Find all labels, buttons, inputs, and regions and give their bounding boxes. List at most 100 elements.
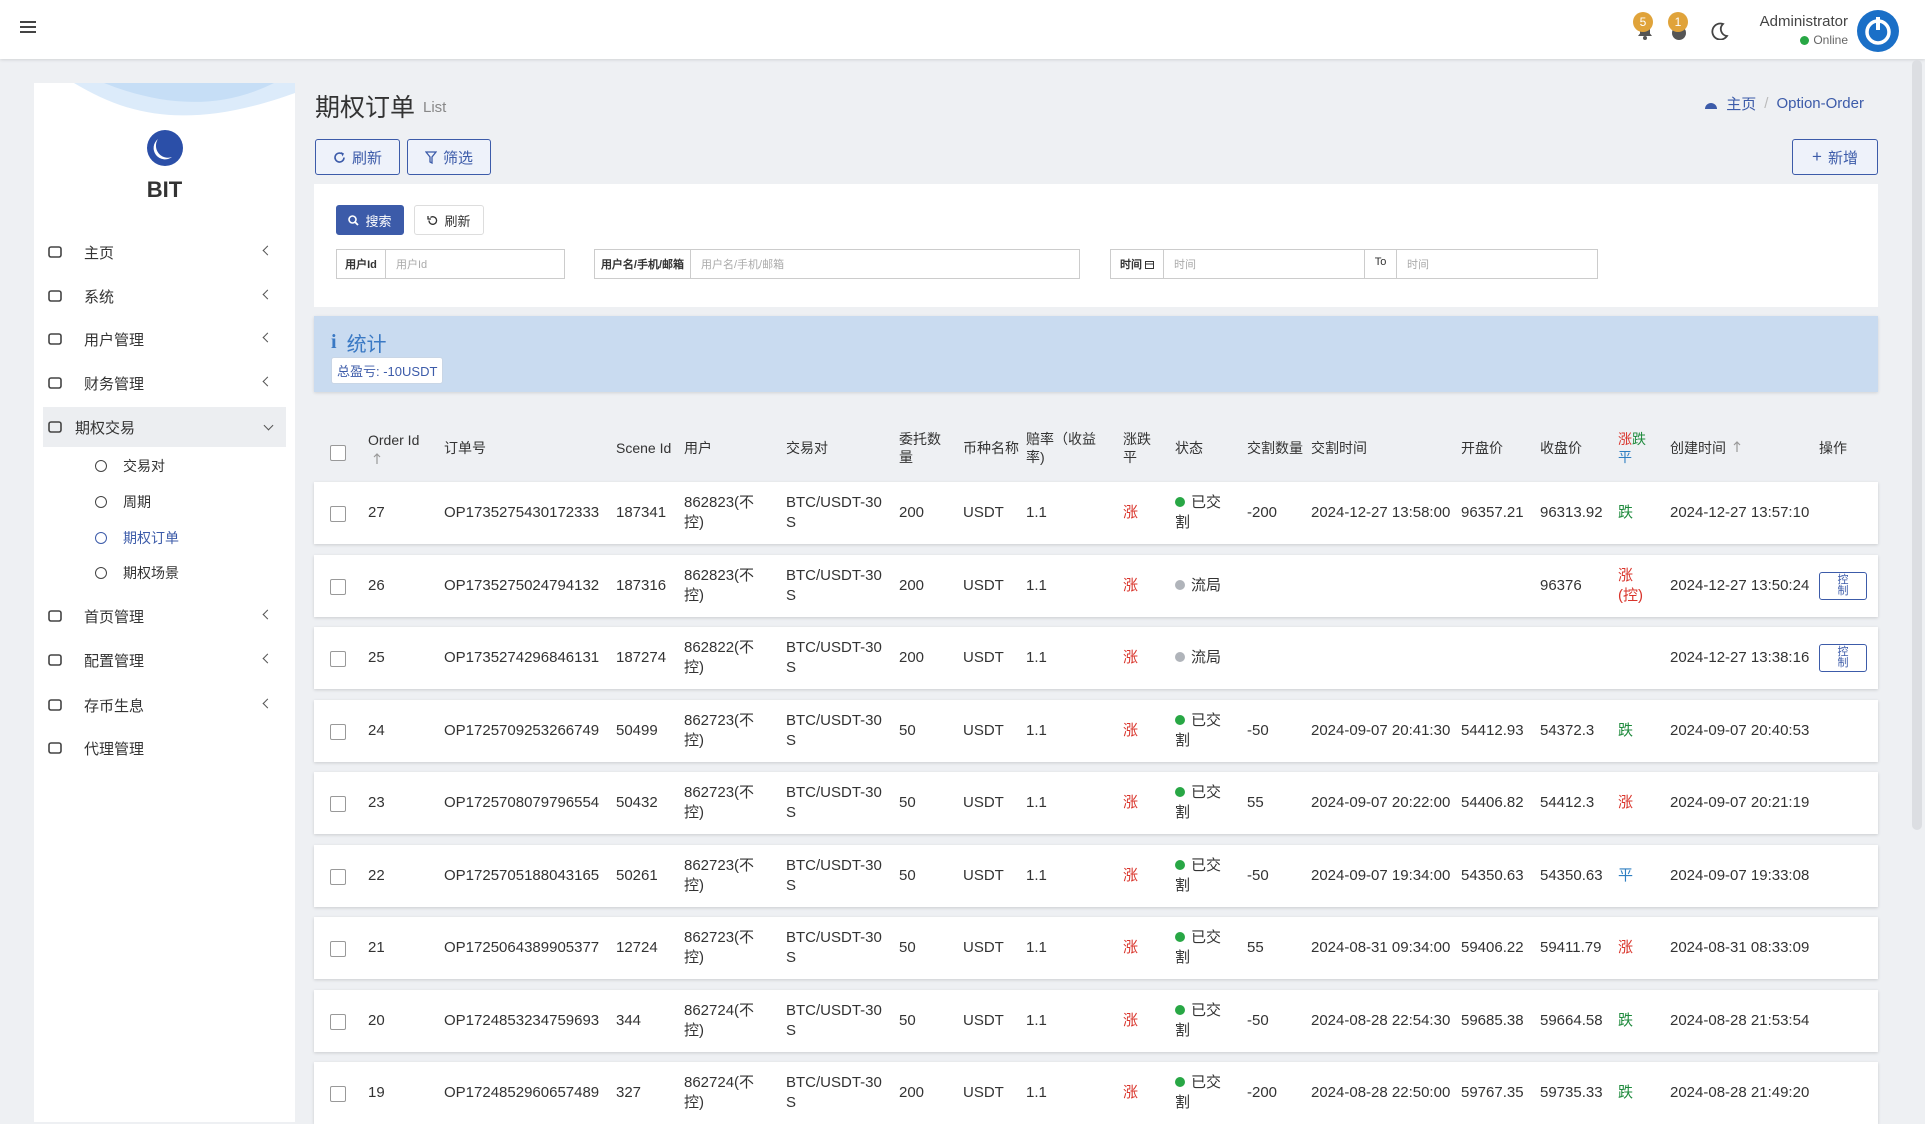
stats-total: 总盈亏: -10USDT bbox=[331, 357, 443, 384]
dashboard-icon bbox=[1704, 98, 1718, 110]
cell-text: 21 bbox=[368, 938, 385, 958]
column-header: 涨跌平 bbox=[1618, 417, 1650, 479]
submenu-item[interactable]: 交易对 bbox=[34, 446, 295, 486]
cell-text: 涨 bbox=[1123, 1011, 1138, 1031]
menu-item[interactable]: 主页 bbox=[34, 232, 295, 272]
menu-item[interactable]: 用户管理 bbox=[34, 319, 295, 359]
cell-created-at: 2024-08-28 21:53:54 bbox=[1670, 990, 1810, 1052]
status: 流局 bbox=[1175, 576, 1221, 596]
cell-text: 2024-09-07 20:40:53 bbox=[1670, 721, 1809, 741]
chevron bbox=[263, 699, 273, 709]
reset-button[interactable]: 刷新 bbox=[414, 205, 484, 235]
cell-delivery-amount: 55 bbox=[1247, 772, 1307, 834]
avatar[interactable] bbox=[1857, 10, 1899, 52]
button-text: 新增 bbox=[1828, 147, 1858, 168]
submenu-label: 周期 bbox=[123, 492, 151, 512]
column-header-part: 跌 bbox=[1632, 431, 1646, 447]
cell-direction: 涨 bbox=[1123, 482, 1155, 544]
menu-label: 存币生息 bbox=[84, 695, 144, 716]
menu-toggle[interactable] bbox=[20, 19, 36, 35]
cell-amount: 50 bbox=[899, 772, 951, 834]
user-id-input[interactable]: 用户Id bbox=[385, 249, 565, 279]
column-header: 操作 bbox=[1819, 417, 1879, 479]
cell-scene-id: 50432 bbox=[616, 772, 680, 834]
cell-text: 187316 bbox=[616, 576, 666, 596]
cell-text: 862723(不控) bbox=[684, 856, 764, 896]
menu-item[interactable]: 财务管理 bbox=[34, 363, 295, 403]
menu-icon bbox=[47, 331, 63, 347]
cell-close-price: 96313.92 bbox=[1540, 482, 1616, 544]
cell-rate: 1.1 bbox=[1026, 845, 1112, 907]
breadcrumb-current: Option-Order bbox=[1776, 95, 1864, 112]
user-name-input[interactable]: 用户名/手机/邮箱 bbox=[690, 249, 1080, 279]
column-header-label: 币种名称 bbox=[963, 440, 1019, 456]
cell-delivery-amount: 55 bbox=[1247, 917, 1307, 979]
refresh-button[interactable]: 刷新 bbox=[315, 139, 400, 175]
calendar-icon bbox=[1145, 260, 1154, 269]
cell-amount: 50 bbox=[899, 917, 951, 979]
checkbox[interactable] bbox=[330, 724, 346, 740]
cell-user: 862823(不控) bbox=[684, 482, 764, 544]
checkbox[interactable] bbox=[330, 1014, 346, 1030]
cell-result: 涨(控) bbox=[1618, 555, 1650, 617]
cell-text: BTC/USDT-30S bbox=[786, 1073, 882, 1113]
column-header-text: 涨跌平 bbox=[1618, 430, 1650, 466]
cell-rate: 1.1 bbox=[1026, 700, 1112, 762]
time-to-input[interactable]: 时间 bbox=[1396, 249, 1598, 279]
checkbox[interactable] bbox=[330, 579, 346, 595]
submenu-item[interactable]: 周期 bbox=[34, 482, 295, 522]
cell-text: BTC/USDT-30S bbox=[786, 1001, 882, 1041]
cell-amount: 200 bbox=[899, 627, 951, 689]
cell-close-price: 96376 bbox=[1540, 555, 1616, 617]
checkbox[interactable] bbox=[330, 869, 346, 885]
menu-item[interactable]: 期权交易 bbox=[43, 407, 286, 447]
menu-item[interactable]: 代理管理 bbox=[34, 728, 295, 768]
status: 已交割 bbox=[1175, 1073, 1233, 1113]
checkbox[interactable] bbox=[330, 1086, 346, 1102]
cell-text: -50 bbox=[1247, 866, 1269, 886]
cell-user: 862724(不控) bbox=[684, 1062, 764, 1124]
cell-text: 涨 bbox=[1123, 1083, 1138, 1103]
submenu-item[interactable]: 期权场景 bbox=[34, 553, 295, 593]
checkbox[interactable] bbox=[330, 941, 346, 957]
cell-user: 862823(不控) bbox=[684, 555, 764, 617]
cell-open-price: 54350.63 bbox=[1461, 845, 1537, 907]
checkbox[interactable] bbox=[330, 506, 346, 522]
search-button[interactable]: 搜索 bbox=[336, 205, 404, 235]
breadcrumb-link[interactable]: 主页 bbox=[1726, 93, 1756, 114]
control-button[interactable]: 控制 bbox=[1819, 644, 1867, 672]
checkbox[interactable] bbox=[330, 796, 346, 812]
menu-icon bbox=[47, 697, 63, 713]
menu-icon bbox=[47, 652, 63, 668]
checkbox[interactable] bbox=[330, 445, 346, 461]
cell-amount: 50 bbox=[899, 990, 951, 1052]
sidebar-decoration bbox=[34, 83, 295, 133]
cell-text: 1.1 bbox=[1026, 648, 1047, 668]
cell-user: 862822(不控) bbox=[684, 627, 764, 689]
theme-toggle[interactable] bbox=[1711, 22, 1729, 40]
cell-scene-id: 50499 bbox=[616, 700, 680, 762]
control-button[interactable]: 控制 bbox=[1819, 572, 1867, 600]
time-from-input[interactable]: 时间 bbox=[1163, 249, 1365, 279]
sort-icon[interactable] bbox=[372, 453, 382, 465]
table-row: 19OP1724852960657489327862724(不控)BTC/USD… bbox=[314, 1062, 1878, 1124]
add-button[interactable]: +新增 bbox=[1792, 139, 1878, 175]
filter-button[interactable]: 筛选 bbox=[407, 139, 491, 175]
cell-text: 55 bbox=[1247, 793, 1264, 813]
cell-text: OP1725064389905377 bbox=[444, 938, 599, 958]
cell-delivery-time: 2024-12-27 13:58:00 bbox=[1311, 482, 1451, 544]
menu-item[interactable]: 存币生息 bbox=[34, 685, 295, 725]
column-header: 状态 bbox=[1175, 417, 1233, 479]
submenu-item[interactable]: 期权订单 bbox=[34, 518, 295, 558]
column-header-label: 状态 bbox=[1175, 440, 1203, 456]
cell-text: -200 bbox=[1247, 503, 1277, 523]
cell-rate: 1.1 bbox=[1026, 772, 1112, 834]
checkbox[interactable] bbox=[330, 651, 346, 667]
menu-item[interactable]: 配置管理 bbox=[34, 640, 295, 680]
cell-text: 187274 bbox=[616, 648, 666, 668]
menu-item[interactable]: 首页管理 bbox=[34, 596, 295, 636]
sidebar: BIT 主页系统用户管理财务管理期权交易交易对周期期权订单期权场景首页管理配置管… bbox=[34, 83, 295, 1122]
menu-item[interactable]: 系统 bbox=[34, 276, 295, 316]
cell-text: 54350.63 bbox=[1461, 866, 1524, 886]
sort-icon[interactable] bbox=[1732, 441, 1742, 453]
